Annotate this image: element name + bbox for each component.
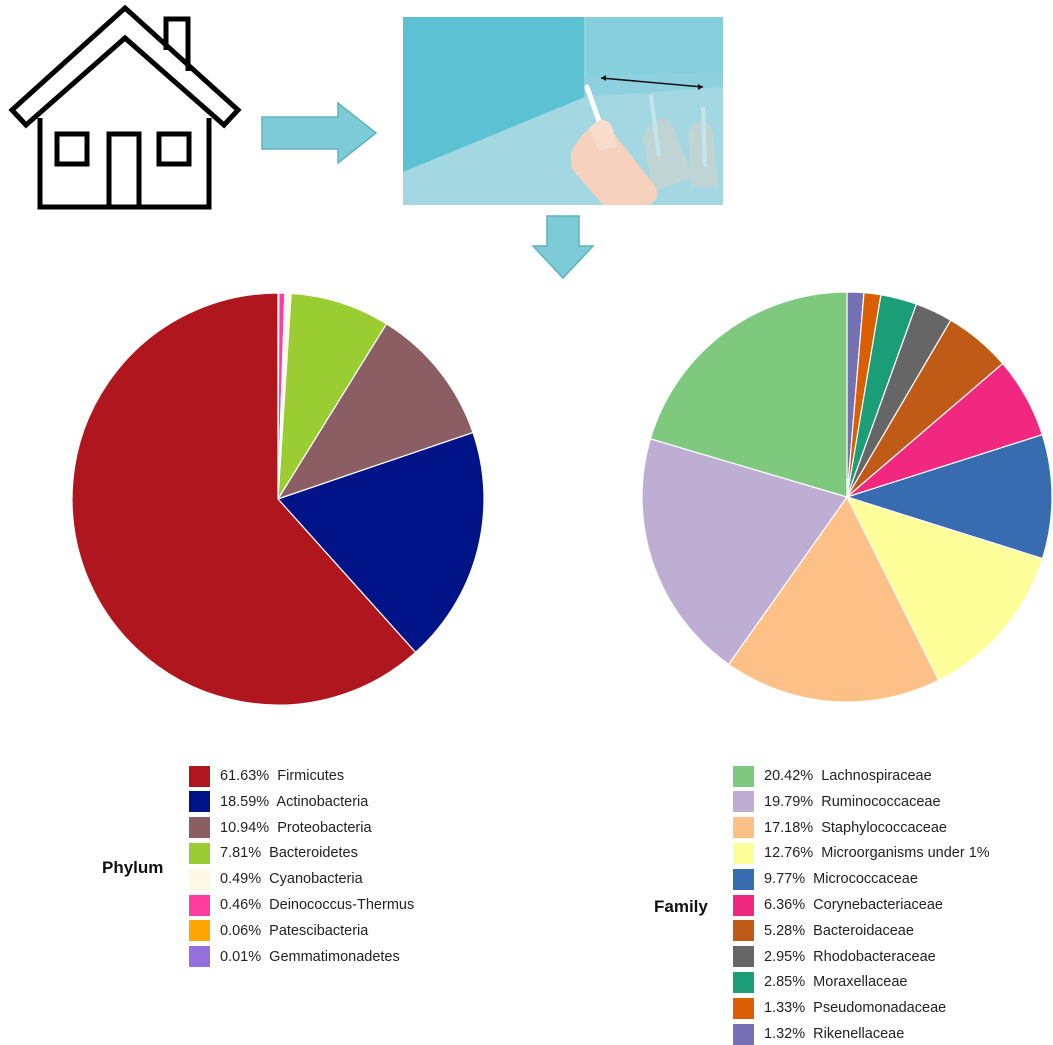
legend-swatch [733, 920, 754, 942]
legend-swatch [733, 817, 754, 839]
pie-slice-micrococcaceae [845, 433, 1053, 560]
legend-label: 20.42% Lachnospiraceae [764, 768, 932, 784]
pie-slice-actinobacteria [276, 431, 485, 654]
legend-item-bacteroidaceae: 5.28% Bacteroidaceae [733, 920, 914, 942]
pie-slice-proteobacteria [276, 323, 474, 501]
legend-label: 1.33% Pseudomonadaceae [764, 1000, 947, 1017]
legend-swatch [189, 894, 210, 916]
legend-item-micrococcaceae: 9.77% Micrococcaceae [733, 868, 918, 890]
legend-item-bacteroidetes: 7.81% Bacteroidetes [189, 842, 358, 864]
legend-label: 18.59% Actinobacteria [220, 793, 369, 810]
pie-slice-firmicutes [71, 292, 417, 706]
pie-slice-ruminococcaceae [641, 438, 848, 666]
legend-item-moraxellaceae: 2.85% Moraxellaceae [733, 971, 907, 993]
legend-label: 9.77% Micrococcaceae [764, 871, 918, 888]
legend-label: 17.18% Staphylococcaceae [764, 819, 947, 836]
legend-label: 7.81% Bacteroidetes [220, 845, 358, 862]
legend-swatch [733, 868, 754, 890]
pie-slice-staphylococcaceae [727, 495, 940, 703]
legend-item-corynebacteriaceae: 6.36% Corynebacteriaceae [733, 894, 943, 916]
legend-swatch [189, 920, 210, 942]
legend-item-deinococcus-thermus: 0.46% Deinococcus-Thermus [189, 894, 414, 916]
legend-label: 1.32% Rikenellaceae [764, 1026, 905, 1042]
legend-item-pseudomonadaceae: 1.33% Pseudomonadaceae [733, 997, 946, 1019]
legend-item-lachnospiraceae: 20.42% Lachnospiraceae [733, 765, 932, 787]
legend-swatch [733, 842, 754, 864]
legend-swatch [733, 946, 754, 968]
legend-swatch [733, 894, 754, 916]
legend-item-gemmatimonadetes: 0.01% Gemmatimonadetes [189, 946, 400, 968]
legend-label: 2.95% Rhodobacteraceae [764, 948, 936, 965]
legend-label: 61.63% Firmicutes [220, 768, 345, 784]
legend-label: 0.46% Deinococcus-Thermus [220, 897, 415, 913]
legend-item-cyanobacteria: 0.49% Cyanobacteria [189, 868, 363, 890]
legend-label: 0.06% Patescibacteria [220, 922, 369, 939]
arrow-down-icon [531, 215, 595, 280]
legend-label: 6.36% Corynebacteriaceae [764, 897, 943, 913]
legend-item-actinobacteria: 18.59% Actinobacteria [189, 791, 368, 813]
legend-label: 5.28% Bacteroidaceae [764, 922, 914, 939]
legend-swatch [189, 868, 210, 890]
legend-swatch [733, 1023, 754, 1045]
legend-item-microorganisms-under-1: 12.76% Microorganisms under 1% [733, 842, 990, 864]
legend-label: 10.94% Proteobacteria [220, 819, 372, 836]
legend-swatch [733, 971, 754, 993]
legend-item-patescibacteria: 0.06% Patescibacteria [189, 920, 368, 942]
pie-slice-lachnospiraceae [649, 291, 848, 498]
legend-label: 12.76% Microorganisms under 1% [764, 845, 990, 862]
phylum-legend: 61.63% Firmicutes 18.59% Actinobacteria 10… [189, 765, 519, 968]
legend-item-ruminococcaceae: 19.79% Ruminococcaceae [733, 791, 941, 813]
swab-sampling-illustration [403, 17, 723, 205]
legend-label: 2.85% Moraxellaceae [764, 974, 908, 991]
legend-item-firmicutes: 61.63% Firmicutes [189, 765, 344, 787]
legend-label: 0.49% Cyanobacteria [220, 871, 363, 888]
legend-item-rhodobacteraceae: 2.95% Rhodobacteraceae [733, 946, 936, 968]
legend-item-rikenellaceae: 1.32% Rikenellaceae [733, 1023, 904, 1045]
legend-swatch [733, 997, 754, 1019]
legend-swatch [733, 791, 754, 813]
family-legend: 20.42% Lachnospiraceae 19.79% Ruminococca… [733, 765, 1053, 1045]
legend-swatch [189, 946, 210, 968]
legend-swatch [189, 791, 210, 813]
pie-slice-bacteroidetes [277, 292, 388, 500]
legend-item-proteobacteria: 10.94% Proteobacteria [189, 817, 372, 839]
legend-swatch [733, 765, 754, 787]
house-icon [8, 4, 242, 210]
legend-swatch [189, 842, 210, 864]
legend-item-staphylococcaceae: 17.18% Staphylococcaceae [733, 817, 947, 839]
legend-label: 0.01% Gemmatimonadetes [220, 948, 400, 965]
legend-label: 19.79% Ruminococcaceae [764, 793, 941, 810]
legend-swatch [189, 817, 210, 839]
pie-slice-microorganisms-under-1 [845, 496, 1044, 682]
phylum-legend-title: Phylum [102, 858, 164, 877]
legend-swatch [189, 765, 210, 787]
family-legend-title: Family [654, 897, 708, 916]
arrow-right-icon [261, 101, 378, 165]
